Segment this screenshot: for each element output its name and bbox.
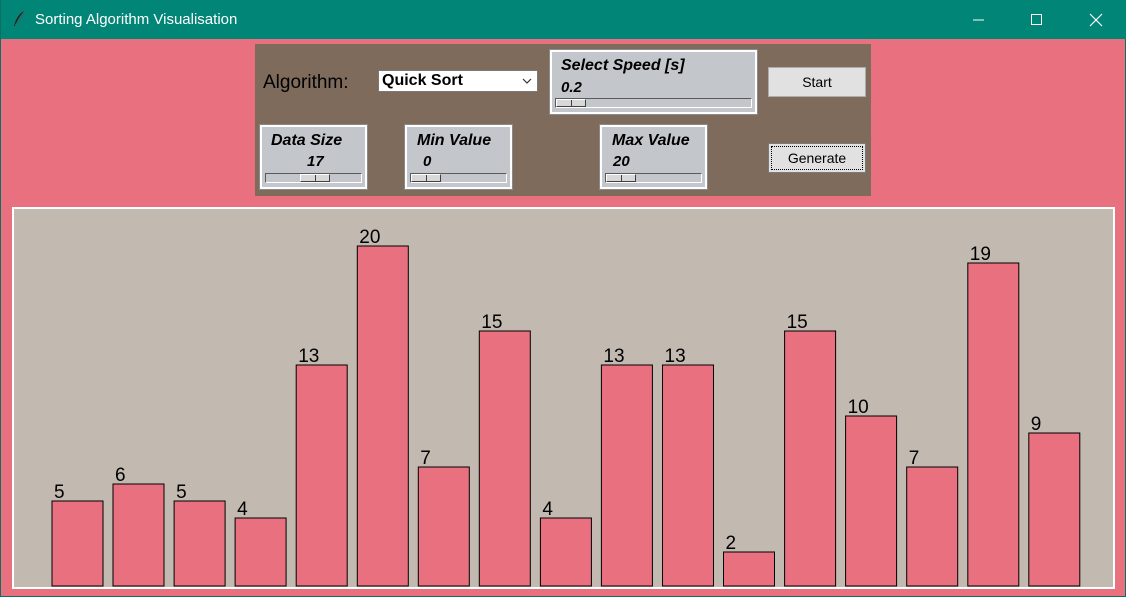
data-size-slider-trough[interactable]: [265, 173, 362, 183]
bar: [417, 466, 470, 587]
bar: [600, 364, 653, 587]
bar: [784, 330, 837, 587]
algorithm-select[interactable]: Quick Sort: [378, 70, 538, 92]
chevron-down-icon: [522, 78, 532, 84]
minimize-button[interactable]: [950, 0, 1008, 39]
algorithm-select-value: Quick Sort: [382, 72, 463, 89]
bar-value-label: 13: [298, 346, 319, 367]
bar-value-label: 15: [787, 312, 808, 333]
max-value-value: 20: [613, 153, 630, 170]
maximize-icon: [1031, 13, 1042, 25]
speed-slider-handle[interactable]: [556, 99, 586, 107]
generate-button[interactable]: Generate: [768, 143, 866, 173]
bar: [112, 483, 165, 587]
speed-value: 0.2: [561, 79, 582, 96]
bar: [295, 364, 348, 587]
bar-value-label: 15: [481, 312, 502, 333]
max-value-slider-handle[interactable]: [606, 174, 636, 182]
bar-value-label: 5: [54, 482, 65, 503]
bar: [51, 500, 104, 587]
minimize-icon: [973, 19, 984, 20]
bar: [906, 466, 959, 587]
data-size-label: Data Size: [271, 132, 343, 149]
bar: [967, 262, 1020, 587]
window-title: Sorting Algorithm Visualisation: [35, 11, 238, 28]
max-value-scale[interactable]: Max Value 20: [599, 124, 708, 190]
max-value-label: Max Value: [612, 132, 690, 149]
close-icon: [1089, 13, 1103, 26]
maximize-button[interactable]: [1008, 0, 1066, 39]
bar-value-label: 9: [1031, 414, 1042, 435]
min-value-slider-trough[interactable]: [410, 173, 507, 183]
bar-value-label: 13: [603, 346, 624, 367]
data-size-scale[interactable]: Data Size 17: [259, 124, 368, 190]
bar: [1028, 432, 1081, 587]
max-value-slider-trough[interactable]: [605, 173, 702, 183]
bar-value-label: 19: [970, 244, 991, 265]
bar-value-label: 5: [176, 482, 187, 503]
bar: [723, 551, 775, 587]
control-panel: Algorithm: Quick Sort Select Speed [s] 0…: [255, 44, 871, 196]
bar-value-label: 10: [848, 397, 869, 418]
speed-scale[interactable]: Select Speed [s] 0.2: [549, 49, 758, 115]
bar-value-label: 13: [665, 346, 686, 367]
algorithm-label: Algorithm:: [263, 72, 349, 93]
start-button[interactable]: Start: [768, 67, 866, 97]
bar: [173, 500, 226, 587]
title-bar[interactable]: Sorting Algorithm Visualisation: [1, 0, 1126, 39]
bar-value-label: 4: [542, 499, 553, 520]
bar: [662, 364, 714, 587]
data-size-value: 17: [307, 153, 324, 170]
min-value-label: Min Value: [417, 132, 492, 149]
bar-chart: 5 6 5 4 13 20 7 15 4 13 13 2 15 10 7 19 9: [51, 227, 1081, 587]
bar: [234, 517, 287, 587]
bar: [539, 517, 592, 587]
bar-chart-canvas: 5 6 5 4 13 20 7 15 4 13 13 2 15 10 7 19 9: [12, 207, 1115, 589]
speed-slider-trough[interactable]: [555, 98, 752, 108]
min-value-slider-handle[interactable]: [411, 174, 441, 182]
data-size-slider-handle[interactable]: [300, 174, 330, 182]
bar-value-label: 6: [115, 465, 126, 486]
min-value-value: 0: [423, 153, 432, 170]
bar-value-label: 2: [726, 533, 737, 554]
bar-value-label: 7: [420, 448, 431, 469]
min-value-scale[interactable]: Min Value 0: [404, 124, 513, 190]
bar-value-label: 4: [237, 499, 248, 520]
bar-value-label: 20: [359, 227, 380, 248]
bar: [478, 330, 531, 587]
bar: [356, 245, 409, 587]
feather-icon: [14, 10, 25, 26]
bar-value-label: 7: [909, 448, 920, 469]
close-button[interactable]: [1067, 0, 1125, 39]
bar: [845, 415, 898, 587]
speed-label: Select Speed [s]: [561, 57, 685, 74]
